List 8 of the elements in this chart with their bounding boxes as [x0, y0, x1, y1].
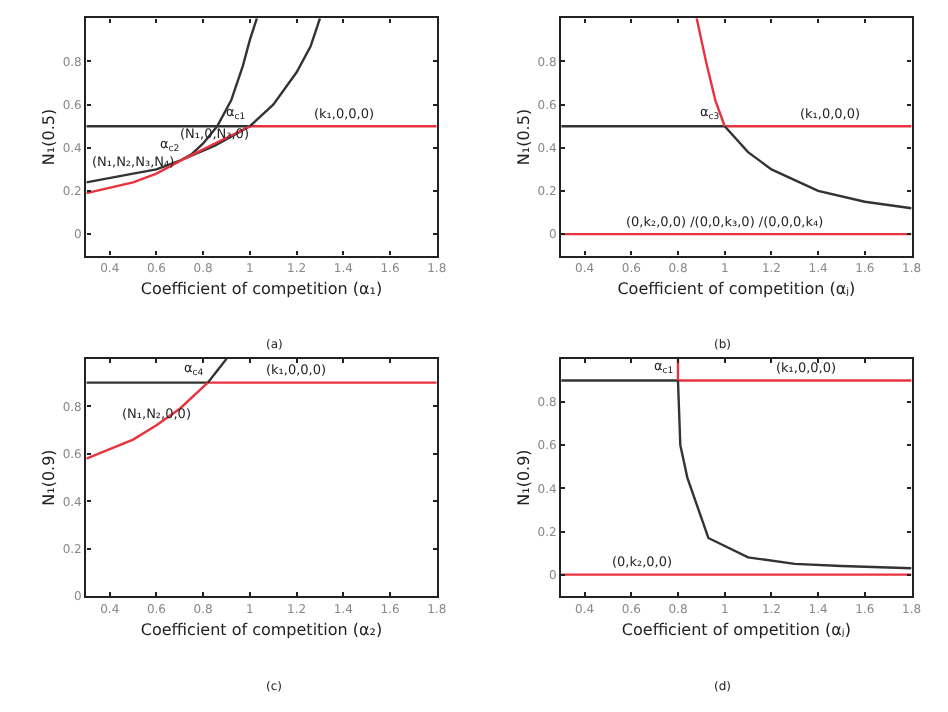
x-axis-title: Coefficient of competition (α₁): [140, 280, 383, 299]
y-axis-title: N₁(0.9): [40, 449, 59, 506]
x-axis-title: Coefficient of competition (αⱼ): [617, 280, 856, 299]
y-axis-title: N₁(0.9): [514, 449, 533, 506]
y-axis-title: N₁(0.5): [40, 108, 59, 166]
y-axis-title: N₁(0.5): [514, 108, 533, 166]
x-axis-title: Coefficient of ompetition (αⱼ): [621, 621, 851, 640]
x-axis-title: Coefficient of competition (α₂): [140, 621, 383, 640]
